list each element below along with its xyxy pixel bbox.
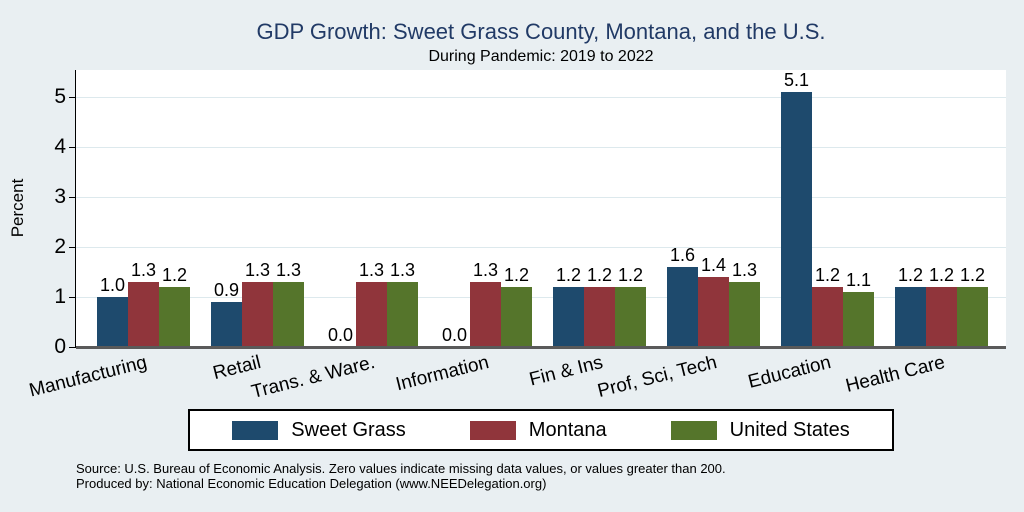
bar-value-label: 1.2: [928, 265, 955, 285]
y-tick: [69, 197, 76, 198]
bar-value-label: 1.2: [959, 265, 986, 285]
bar-value-label: 1.2: [555, 265, 582, 285]
bar: [698, 277, 729, 347]
y-tick: [69, 347, 76, 348]
bar: [781, 92, 812, 347]
bar: [895, 287, 926, 347]
bar-value-label: 1.3: [130, 260, 157, 280]
bar-value-label: 1.3: [244, 260, 271, 280]
chart-title: GDP Growth: Sweet Grass County, Montana,…: [256, 19, 826, 44]
bar-value-label: 1.2: [586, 265, 613, 285]
x-axis-line: [76, 346, 1006, 349]
y-tick-label: 2: [54, 235, 66, 258]
gridline: [76, 147, 1006, 148]
legend-item: Sweet Grass: [232, 418, 406, 442]
bar: [356, 282, 387, 347]
legend-box: Sweet Grass Montana United States: [188, 409, 894, 451]
bar-value-label: 1.2: [897, 265, 924, 285]
bar: [812, 287, 843, 347]
bar: [843, 292, 874, 347]
bar-value-label: 1.3: [731, 260, 758, 280]
legend-label: Montana: [528, 418, 607, 441]
y-tick-label: 0: [54, 335, 66, 358]
y-tick: [69, 247, 76, 248]
source-note-2: Produced by: National Economic Education…: [76, 476, 547, 491]
bar: [211, 302, 242, 347]
bar: [387, 282, 418, 347]
bar-value-label: 0.0: [441, 325, 468, 345]
bar: [553, 287, 584, 347]
bar: [957, 287, 988, 347]
bar: [729, 282, 760, 347]
bar: [128, 282, 159, 347]
legend-swatch-montana: [469, 420, 516, 440]
bar: [667, 267, 698, 347]
gridline: [76, 97, 1006, 98]
bar: [159, 287, 190, 347]
gridline: [76, 197, 1006, 198]
source-note-1: Source: U.S. Bureau of Economic Analysis…: [76, 461, 726, 476]
y-tick-label: 5: [54, 85, 66, 108]
gridline: [76, 247, 1006, 248]
plot-area: 1.0 0.9 0.0 0.0 1.2 1.6 5.1 1.2 1.3 1.3 1.3 1.3 1.2 1…: [76, 70, 1006, 347]
bar-value-label: 1.6: [669, 245, 696, 265]
bar: [273, 282, 304, 347]
bar-value-label: 1.3: [358, 260, 385, 280]
y-tick: [69, 297, 76, 298]
bar-value-label: 1.1: [845, 270, 872, 290]
y-tick-label: 3: [54, 185, 66, 208]
bar-value-label: 1.3: [472, 260, 499, 280]
legend-item: Montana: [469, 418, 607, 442]
y-tick: [69, 147, 76, 148]
y-tick: [69, 97, 76, 98]
legend-swatch-united-states: [670, 420, 717, 440]
bar: [470, 282, 501, 347]
bar-value-label: 0.9: [213, 280, 240, 300]
bar-value-label: 5.1: [783, 70, 810, 90]
bar-value-label: 1.3: [389, 260, 416, 280]
legend-swatch-sweet-grass: [232, 420, 279, 440]
bar: [926, 287, 957, 347]
bar-value-label: 1.3: [275, 260, 302, 280]
bar-value-label: 1.2: [814, 265, 841, 285]
chart-subtitle: During Pandemic: 2019 to 2022: [428, 48, 654, 65]
gridline: [76, 297, 1006, 298]
y-tick-label: 4: [54, 135, 66, 158]
bar: [242, 282, 273, 347]
bar-value-label: 1.0: [99, 275, 126, 295]
y-axis-line: [75, 70, 76, 347]
legend: Sweet Grass Montana United States: [76, 409, 1006, 451]
bar-value-label: 1.2: [161, 265, 188, 285]
bar-value-label: 1.2: [503, 265, 530, 285]
legend-label: Sweet Grass: [291, 418, 406, 441]
y-tick-label: 1: [54, 285, 66, 308]
bar: [501, 287, 532, 347]
bar: [615, 287, 646, 347]
bar: [97, 297, 128, 347]
bar: [584, 287, 615, 347]
bar-value-label: 1.2: [617, 265, 644, 285]
legend-item: United States: [670, 418, 850, 442]
legend-label: United States: [729, 418, 850, 441]
bar-value-label: 1.4: [700, 255, 727, 275]
bar-value-label: 0.0: [327, 325, 354, 345]
